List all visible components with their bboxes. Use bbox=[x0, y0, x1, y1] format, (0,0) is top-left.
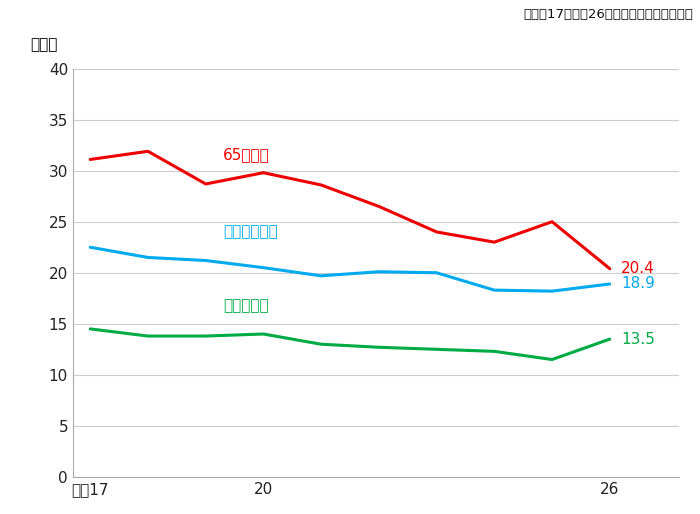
Text: 65歳以上: 65歳以上 bbox=[223, 148, 270, 162]
Text: 18.9: 18.9 bbox=[622, 277, 655, 291]
Text: （平成17年から26年の各年の出所受刑者）: （平成17年から26年の各年の出所受刑者） bbox=[523, 8, 693, 21]
Text: ３０～６４歳: ３０～６４歳 bbox=[223, 224, 278, 239]
Text: 20.4: 20.4 bbox=[622, 261, 655, 276]
Text: （％）: （％） bbox=[31, 38, 58, 52]
Text: ２９歳以下: ２９歳以下 bbox=[223, 299, 269, 314]
Text: 13.5: 13.5 bbox=[622, 332, 655, 346]
